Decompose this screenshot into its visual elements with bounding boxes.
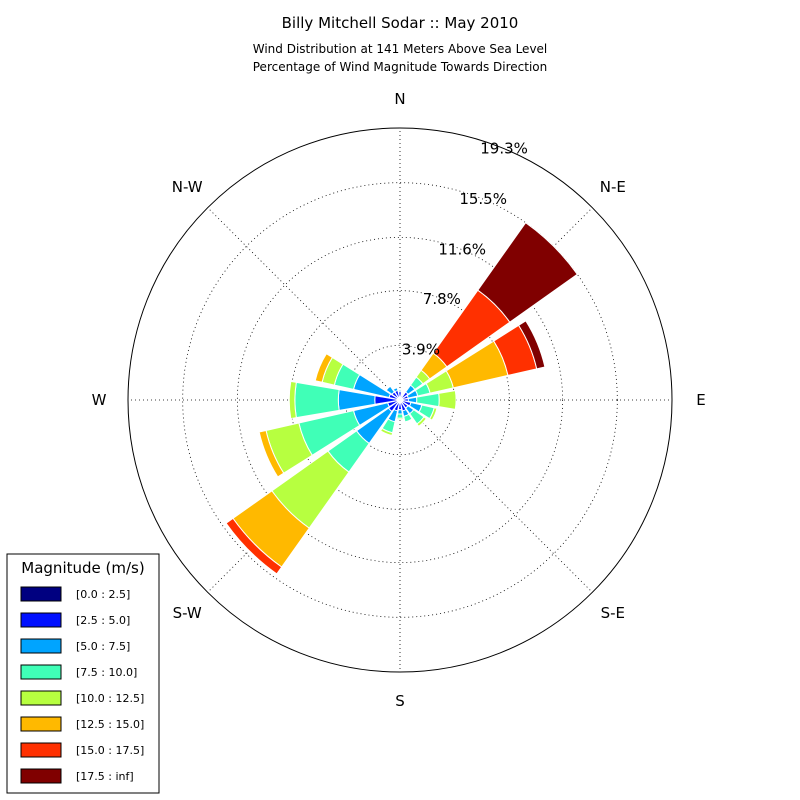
axis-labels: N N-E E S-E S S-W W N-W 3.9% 7.8% 11.6% 15.5% 19.3% (92, 90, 706, 710)
direction-label-w: W (92, 391, 107, 409)
legend-title: Magnitude (m/s) (21, 559, 144, 577)
direction-label-n: N (394, 90, 405, 108)
direction-label-s-e: S-E (601, 604, 625, 622)
legend-label: [17.5 : inf] (76, 770, 134, 783)
legend-swatch (20, 716, 62, 732)
ring-label: 15.5% (459, 190, 507, 208)
sector-bar (428, 407, 438, 421)
chart-subtitle-line-2: Percentage of Wind Magnitude Towards Dir… (253, 60, 547, 74)
sector-bar (379, 427, 394, 437)
legend-swatch (20, 612, 62, 628)
grid-spoke (399, 399, 593, 593)
chart-subtitle-line-1: Wind Distribution at 141 Meters Above Se… (253, 42, 548, 56)
sector-bar (385, 385, 396, 396)
sector-bar (396, 413, 404, 419)
sector-bar (294, 381, 340, 419)
sector-bar (403, 413, 413, 423)
sector-bar (396, 417, 404, 421)
grid-spoke (207, 207, 401, 401)
sector-bar (397, 409, 403, 415)
sector-bar (258, 429, 285, 478)
sector-bar (397, 389, 403, 393)
ring-label: 11.6% (438, 241, 486, 259)
legend-swatch (20, 690, 62, 706)
max-ring-label: 19.3% (480, 140, 528, 158)
legend-swatch (20, 664, 62, 680)
legend-swatch (20, 742, 62, 758)
legend-label: [12.5 : 15.0] (76, 718, 144, 731)
legend-label: [5.0 : 7.5] (76, 640, 130, 653)
legend: Magnitude (m/s) [0.0 : 2.5] [2.5 : 5.0] [5… (6, 553, 160, 794)
grid-ring (182, 182, 618, 618)
legend-label: [0.0 : 2.5] (76, 588, 130, 601)
sector-bar (392, 387, 399, 393)
direction-label-e: E (696, 391, 705, 409)
ring-label: 7.8% (423, 290, 461, 308)
outer-axis-circle (127, 127, 673, 673)
sector-bar (416, 416, 428, 428)
legend-label: [15.0 : 17.5] (76, 744, 144, 757)
legend-label: [10.0 : 12.5] (76, 692, 144, 705)
direction-label-n-w: N-W (172, 178, 203, 196)
sector-bar (517, 320, 546, 370)
direction-label-s-w: S-W (173, 604, 202, 622)
legend-swatch (20, 768, 62, 784)
legend-swatch (20, 638, 62, 654)
direction-label-s: S (395, 692, 405, 710)
legend-label: [7.5 : 10.0] (76, 666, 137, 679)
ring-label: 3.9% (402, 340, 440, 358)
legend-label: [2.5 : 5.0] (76, 614, 130, 627)
wind-sectors (225, 221, 579, 575)
sector-bar (314, 353, 334, 383)
sector-bar (438, 389, 457, 411)
sector-bar (225, 517, 283, 575)
chart-title: Billy Mitchell Sodar :: May 2010 (282, 14, 519, 32)
sector-bar (288, 380, 297, 420)
legend-swatch (20, 586, 62, 602)
direction-label-n-e: N-E (600, 178, 626, 196)
grid-ring (236, 236, 564, 564)
sector-bar (477, 221, 579, 323)
